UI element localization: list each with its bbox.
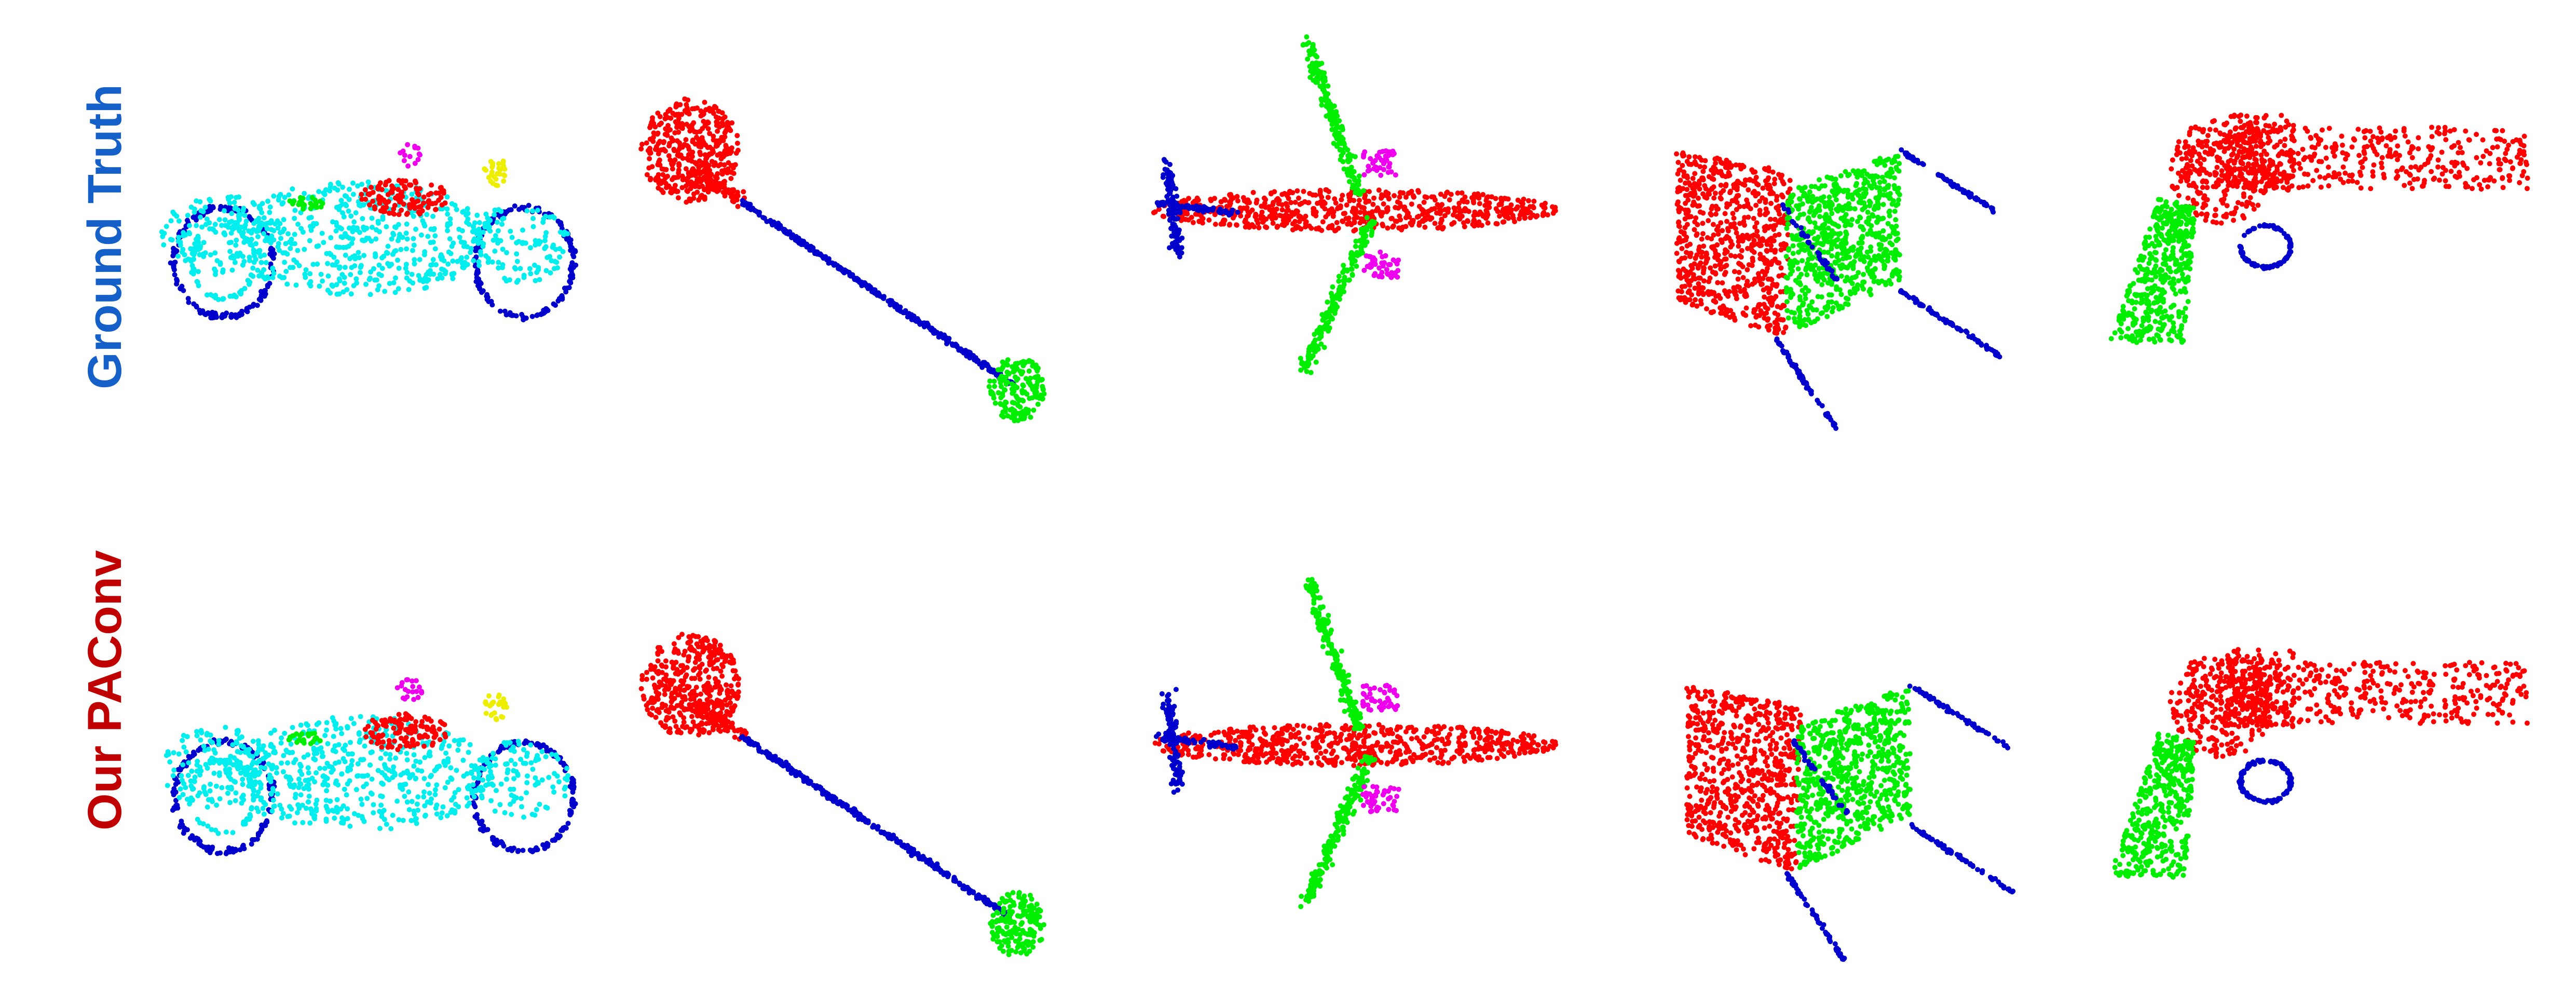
guitar-pred-points bbox=[638, 632, 1046, 958]
airplane-gt-points bbox=[1151, 34, 1558, 375]
pistol-gt-points bbox=[2108, 112, 2530, 345]
chair-gt-points bbox=[1674, 147, 2002, 431]
motorbike-pred-points bbox=[163, 677, 578, 856]
pistol-pred-points bbox=[2112, 647, 2530, 880]
chair-pred-points bbox=[1684, 684, 2016, 962]
guitar-gt-points bbox=[638, 96, 1047, 424]
airplane-pred-points bbox=[1152, 577, 1559, 909]
motorbike-gt-points bbox=[159, 142, 579, 323]
